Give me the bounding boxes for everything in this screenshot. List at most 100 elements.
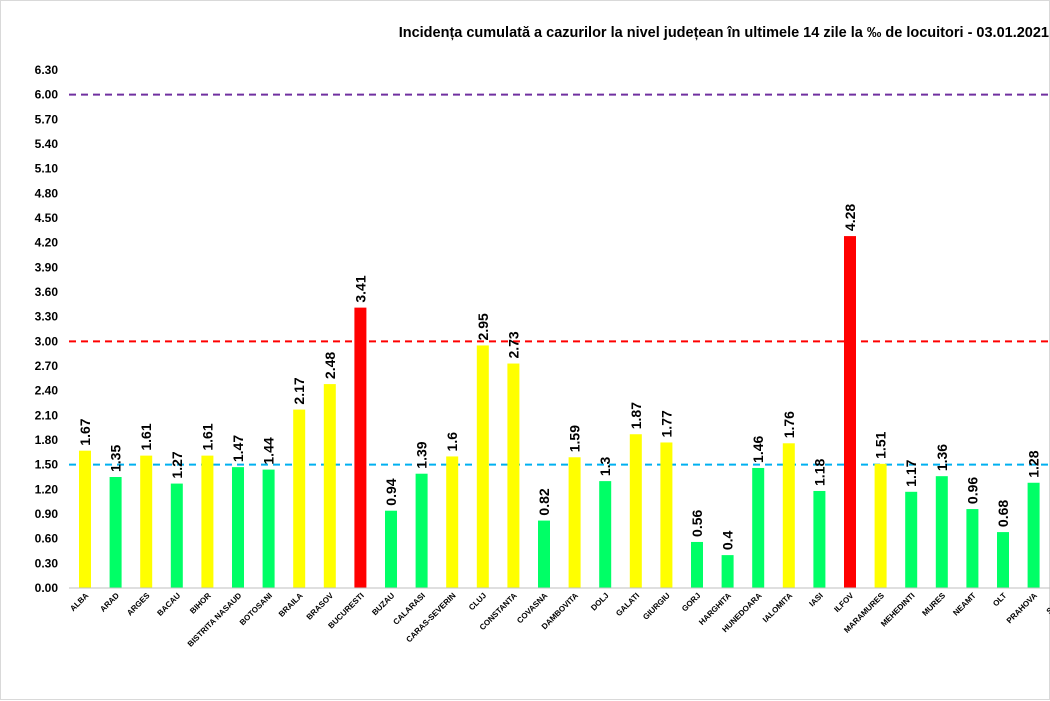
bar [415, 473, 428, 588]
bar [293, 409, 306, 588]
bar [170, 483, 183, 588]
y-tick-label: 4.20 [35, 236, 59, 250]
bar [109, 477, 122, 588]
y-tick-label: 5.70 [35, 112, 59, 126]
bar [323, 384, 336, 588]
y-tick-label: 3.30 [35, 310, 59, 324]
data-label: 1.59 [567, 425, 583, 452]
data-label: 1.17 [903, 459, 919, 486]
data-label: 1.61 [199, 423, 215, 450]
data-label: 2.48 [322, 352, 338, 379]
y-tick-label: 3.90 [35, 260, 59, 274]
threshold-lines [69, 93, 1050, 466]
bar [813, 490, 826, 588]
x-tick-label: IASI [807, 591, 824, 608]
bar [997, 532, 1009, 588]
data-label: 0.4 [720, 530, 736, 550]
data-label: 3.41 [352, 275, 368, 302]
bar [568, 457, 581, 588]
data-label: 1.6 [444, 432, 460, 452]
y-axis: 0.00 0.30 0.60 0.90 1.20 1.50 1.80 2.10 2.40 2.70… [35, 63, 59, 595]
x-tick-label: NEAMT [951, 591, 978, 618]
x-tick-label: MURES [920, 591, 947, 618]
bar [966, 509, 979, 588]
x-tick-label: OLT [991, 591, 1008, 608]
y-tick-label: 6.30 [35, 63, 59, 77]
y-tick-label: 6.00 [35, 88, 59, 102]
y-tick-label: 3.00 [35, 334, 59, 348]
y-tick-label: 3.60 [35, 285, 59, 299]
y-tick-label: 5.10 [35, 162, 59, 176]
bar [691, 541, 703, 588]
data-label: 1.47 [230, 435, 246, 462]
bar [629, 434, 642, 588]
chart-title: Incidența cumulată a cazurilor la nivel … [399, 25, 1049, 41]
x-tick-label: DOLJ [589, 591, 610, 612]
data-labels: 1.67 1.35 1.61 1.27 1.61 1.47 1.44 2.17 2.48 3.41… [77, 204, 1042, 550]
y-tick-label: 0.90 [35, 507, 59, 521]
data-label: 1.3 [597, 456, 613, 476]
data-label: 1.61 [138, 423, 154, 450]
x-tick-label: BACAU [155, 591, 182, 618]
data-label: 2.95 [475, 313, 491, 340]
y-tick-label: 2.40 [35, 384, 59, 398]
bar [721, 555, 734, 588]
bar [232, 467, 244, 588]
bar [507, 363, 520, 588]
data-label: 1.39 [414, 441, 430, 468]
y-tick-label: 2.10 [35, 408, 59, 422]
bar [874, 463, 887, 588]
bar [538, 520, 550, 588]
x-tick-label: BISTRITA NASAUD [186, 591, 244, 649]
x-tick-label: GALATI [614, 591, 641, 618]
bar [140, 455, 153, 588]
bar [782, 443, 795, 588]
x-tick-label: SALAJ [1045, 591, 1050, 616]
data-label: 1.18 [811, 459, 827, 486]
data-label: 0.96 [964, 477, 980, 504]
data-label: 0.56 [689, 509, 705, 536]
bar [599, 481, 612, 588]
x-tick-label: ARGES [125, 591, 152, 618]
data-label: 1.77 [658, 410, 674, 437]
x-tick-label: BRASOV [305, 591, 336, 622]
data-label: 1.67 [77, 418, 93, 445]
y-tick-label: 0.00 [35, 581, 59, 595]
data-label: 2.73 [505, 331, 521, 358]
x-tick-label: ILFOV [832, 591, 855, 614]
data-label: 1.35 [108, 445, 124, 472]
y-tick-label: 0.60 [35, 532, 59, 546]
y-tick-label: 4.50 [35, 211, 59, 225]
data-label: 1.27 [169, 451, 185, 478]
bar [476, 345, 489, 588]
x-tick-label: BRAILA [277, 591, 305, 619]
x-tick-label: IALOMITA [761, 591, 794, 624]
x-tick-label: GIURGIU [641, 591, 672, 622]
bar [446, 456, 459, 588]
bar [905, 491, 918, 588]
bar [844, 236, 856, 589]
y-tick-label: 1.50 [35, 458, 59, 472]
bar [385, 510, 397, 588]
bar [262, 469, 275, 588]
x-tick-label: BUZAU [370, 591, 396, 617]
y-tick-label: 2.70 [35, 359, 59, 373]
data-label: 0.94 [383, 478, 399, 505]
x-tick-label: GORJ [680, 591, 702, 613]
data-label: 1.36 [934, 444, 950, 471]
y-tick-label: 4.80 [35, 186, 59, 200]
data-label: 1.46 [750, 435, 766, 462]
data-label: 1.76 [781, 411, 797, 438]
y-tick-label: 5.40 [35, 137, 59, 151]
bar [1027, 482, 1040, 588]
y-tick-label: 1.20 [35, 482, 59, 496]
bar [752, 467, 765, 588]
x-tick-label: BOTOSANI [238, 591, 274, 627]
data-label: 0.68 [995, 500, 1011, 527]
data-label: 1.28 [1026, 450, 1042, 477]
bar [660, 442, 673, 588]
bar [354, 307, 367, 588]
y-tick-label: 1.80 [35, 433, 59, 447]
